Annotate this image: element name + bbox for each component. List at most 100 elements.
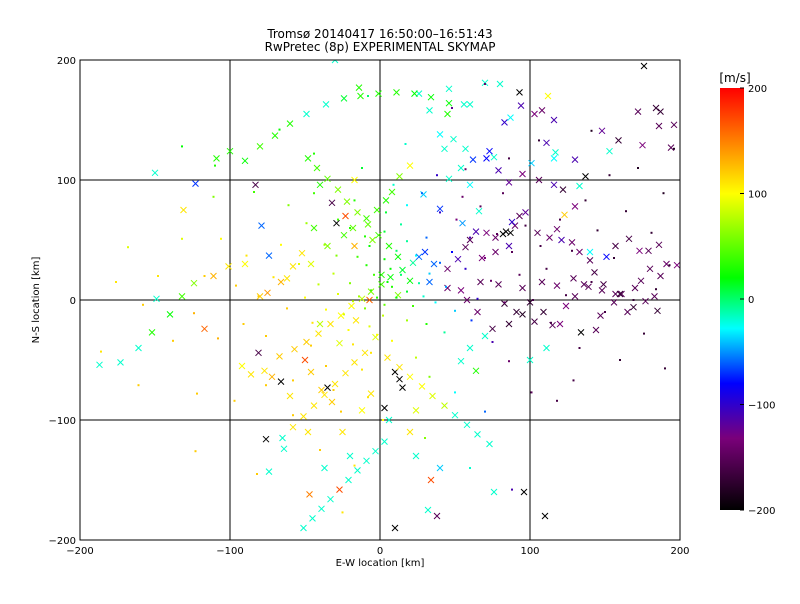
data-point-x: [519, 284, 526, 292]
data-point-x: [345, 476, 352, 484]
data-point-dot: [469, 467, 471, 469]
data-point-x: [436, 131, 444, 138]
data-point-x: [333, 219, 340, 227]
data-point-dot: [422, 295, 425, 298]
y-tick-label: −100: [49, 416, 76, 427]
data-point-dot: [349, 227, 351, 229]
data-point-x: [276, 353, 283, 360]
data-point-x: [496, 80, 504, 88]
data-point-x: [348, 302, 355, 310]
data-point-x: [597, 312, 604, 319]
data-point-dot: [584, 199, 587, 202]
y-axis-label: N-S location [km]: [31, 257, 42, 344]
data-point-x: [366, 296, 373, 304]
data-point-x: [556, 320, 564, 328]
data-point-x: [591, 269, 598, 276]
data-point-dot: [382, 419, 384, 421]
data-point-dot: [502, 192, 504, 195]
data-point-dot: [424, 437, 426, 439]
data-point-x: [655, 241, 663, 249]
x-tick-label: 200: [670, 546, 689, 557]
data-point-dot: [415, 254, 417, 257]
data-point-x: [630, 303, 637, 311]
data-point-x: [624, 308, 631, 316]
data-point-dot: [389, 267, 392, 270]
data-point-dot: [395, 249, 398, 252]
axis-ticks-layer: −200 −100 0 100 200 −200 −100 0 100 200: [49, 56, 690, 557]
data-point-x: [279, 434, 286, 442]
data-point-dot: [370, 289, 372, 292]
data-point-dot: [368, 245, 371, 247]
data-point-x: [316, 181, 324, 189]
data-point-dot: [212, 195, 215, 198]
data-point-x: [409, 259, 417, 267]
data-point-dot: [181, 237, 183, 240]
data-point-x: [459, 219, 466, 227]
data-point-dot: [469, 236, 471, 239]
data-point-x: [430, 260, 438, 268]
data-point-x: [289, 263, 297, 270]
data-point-dot: [319, 449, 321, 451]
data-point-dot: [335, 254, 338, 257]
data-point-x: [321, 391, 328, 399]
data-point-x: [433, 512, 441, 520]
data-point-x: [651, 293, 658, 300]
data-point-dot: [265, 384, 267, 387]
data-point-x: [418, 383, 426, 390]
data-point-x: [540, 308, 547, 316]
data-point-dot: [443, 331, 446, 334]
data-point-x: [342, 369, 349, 377]
data-point-dot: [532, 299, 534, 301]
data-point-x: [412, 407, 420, 414]
data-point-x: [507, 114, 514, 121]
data-point-x: [444, 110, 451, 118]
data-point-x: [625, 235, 633, 243]
data-point-x: [450, 135, 457, 143]
data-point-dot: [242, 323, 245, 325]
data-point-dot: [464, 168, 467, 171]
data-point-dot: [668, 264, 671, 267]
data-point-x: [315, 330, 322, 337]
data-point-dot: [530, 391, 533, 394]
data-point-x: [201, 325, 208, 333]
data-point-dot: [461, 195, 464, 198]
data-point-dot: [383, 258, 386, 261]
data-point-x: [336, 486, 343, 493]
data-point-x: [508, 218, 516, 226]
data-point-x: [436, 205, 444, 213]
data-point-x: [610, 299, 618, 306]
data-point-dot: [491, 341, 494, 343]
data-point-x: [559, 186, 567, 193]
data-point-x: [351, 176, 358, 184]
data-point-x: [361, 349, 369, 357]
data-point-dot: [490, 279, 492, 282]
data-point-dot: [196, 392, 198, 395]
data-point-dot: [391, 285, 393, 288]
data-point-x: [652, 104, 660, 112]
data-point-x: [238, 362, 246, 370]
data-point-dot: [425, 323, 428, 325]
data-point-x: [463, 421, 471, 429]
data-point-x: [277, 378, 285, 385]
data-point-dot: [256, 473, 258, 475]
data-point-dot: [304, 296, 306, 299]
data-point-dot: [451, 107, 453, 109]
data-point-dot: [368, 325, 371, 328]
data-point-x: [631, 284, 639, 292]
data-point-dot: [590, 281, 593, 283]
data-point-x: [255, 349, 262, 357]
data-point-x: [505, 179, 513, 186]
data-point-dot: [383, 303, 386, 306]
data-point-x: [550, 155, 558, 162]
data-points-layer: [96, 60, 680, 532]
data-point-dot: [361, 368, 363, 371]
data-point-dot: [383, 230, 386, 233]
data-point-x: [598, 127, 606, 135]
data-point-dot: [650, 231, 653, 234]
data-point-x: [598, 287, 606, 294]
data-point-x: [316, 320, 324, 328]
data-point-dot: [484, 257, 486, 259]
data-point-dot: [428, 272, 431, 275]
data-point-dot: [332, 272, 335, 275]
data-point-x: [277, 278, 285, 286]
